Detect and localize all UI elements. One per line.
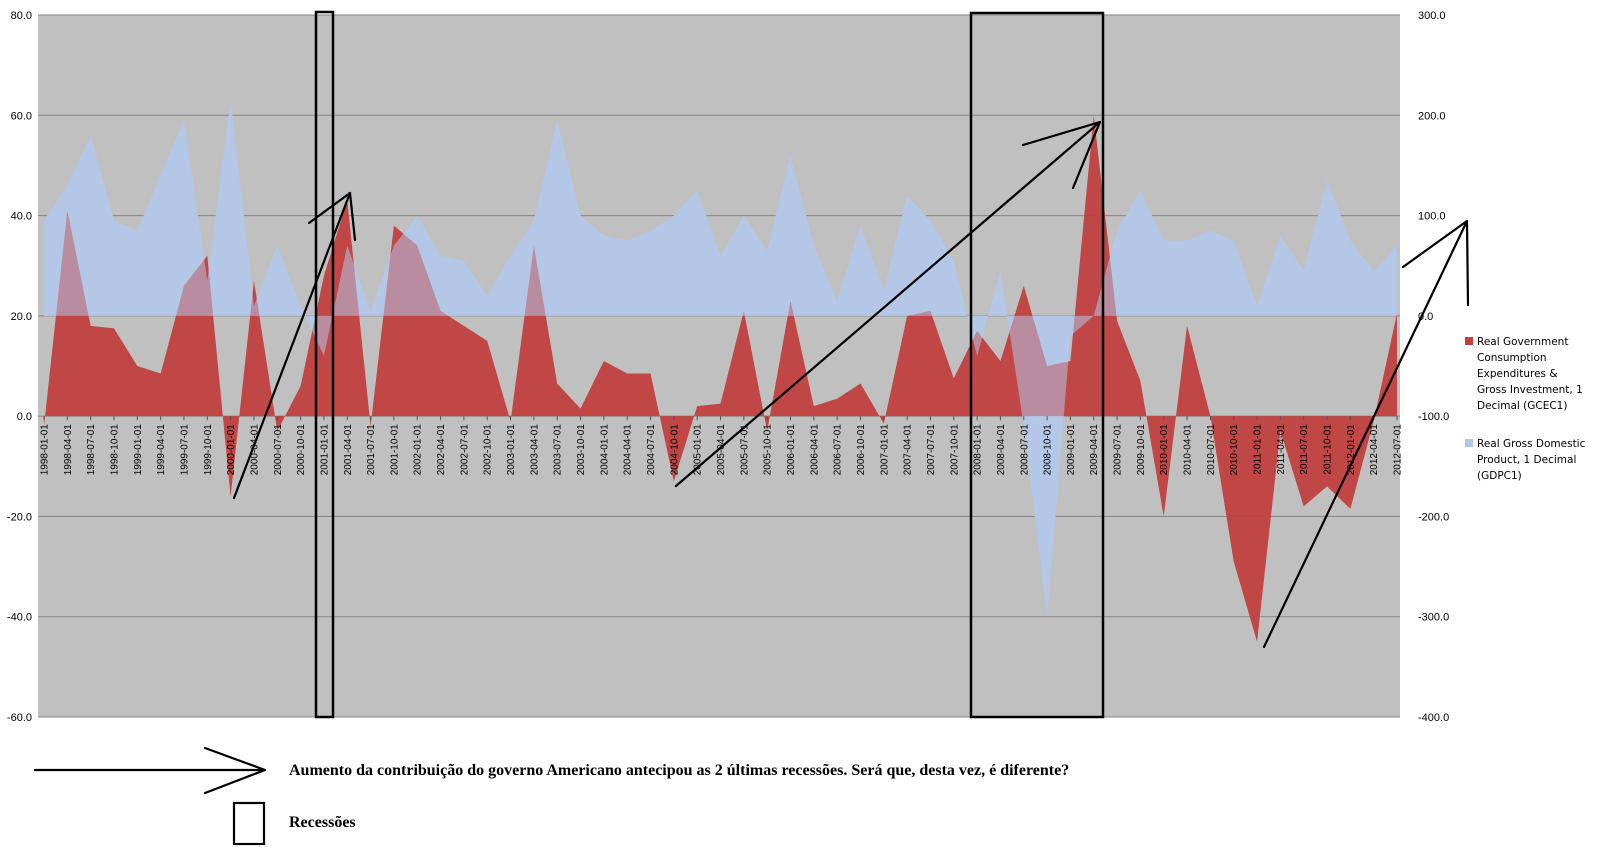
x-tick-label: 1999-04-01	[156, 424, 167, 476]
left-tick-label: -40.0	[7, 612, 32, 624]
right-tick-label: -200.0	[1418, 511, 1449, 523]
x-tick-label: 2012-04-01	[1369, 424, 1380, 476]
left-tick-label: 0.0	[17, 411, 32, 423]
left-tick-label: 20.0	[11, 311, 32, 323]
x-tick-label: 1998-04-01	[63, 424, 74, 476]
right-tick-label: 100.0	[1418, 211, 1446, 223]
x-tick-label: 2006-07-01	[833, 424, 844, 476]
legend: Real Government Consumption Expenditures &…	[1465, 336, 1586, 482]
x-tick-label: 2010-07-01	[1206, 424, 1217, 476]
x-tick-label: 2011-07-01	[1299, 424, 1310, 475]
gdp-area-overlay	[44, 100, 1397, 617]
x-tick-label: 1998-10-01	[109, 424, 120, 476]
right-tick-label: -300.0	[1418, 612, 1449, 624]
x-tick-label: 2001-01-01	[319, 424, 330, 476]
left-tick-label: 80.0	[11, 10, 32, 22]
gdp-area	[44, 100, 1397, 617]
bottom-legend: Aumento da contribuição do governo Ameri…	[33, 746, 1069, 846]
x-tick-label: 2004-04-01	[623, 424, 634, 476]
annotation-arrows	[232, 120, 1470, 649]
x-tick-label: 2006-04-01	[809, 424, 820, 476]
left-tick-label: 40.0	[11, 211, 32, 223]
gov-area-series	[44, 115, 1397, 642]
x-tick-label: 2002-10-01	[483, 424, 494, 476]
x-tick-label: 2011-01-01	[1253, 424, 1264, 475]
x-tick-label: 2009-04-01	[1089, 424, 1100, 476]
x-tick-label: 2009-01-01	[1066, 424, 1077, 476]
x-tick-label: 2002-01-01	[413, 424, 424, 476]
right-tick-label: 300.0	[1418, 10, 1446, 22]
legend-label-gov: Real Government Consumption Expenditures &…	[1477, 336, 1583, 412]
x-tick-label: 2006-10-01	[856, 424, 867, 476]
x-tick-label: 2012-01-01	[1346, 424, 1357, 476]
x-tick-label: 2004-01-01	[599, 424, 610, 476]
x-tick-label: 2010-10-01	[1229, 424, 1240, 476]
x-tick-label: 2005-07-01	[739, 424, 750, 476]
x-tick-label: 1999-01-01	[133, 424, 144, 476]
x-tick-label: 2005-01-01	[693, 424, 704, 476]
left-tick-label: -60.0	[7, 712, 32, 724]
x-tick-label: 1999-07-01	[179, 424, 190, 476]
right-axis: 300.0200.0100.00.0-100.0-200.0-300.0-400…	[1418, 10, 1449, 724]
x-tick-label: 2011-10-01	[1323, 424, 1334, 475]
left-axis: 80.0 60.0 40.0 20.0 0.0 -20.0 -40.0 -60.0	[7, 10, 32, 724]
x-tick-label: 2003-10-01	[576, 424, 587, 476]
recession-box-2001	[314, 10, 335, 719]
right-tick-label: -400.0	[1418, 712, 1449, 724]
x-tick-label: 2007-10-01	[949, 424, 960, 476]
x-tick-label: 2011-04-01	[1276, 424, 1287, 475]
recession-boxes	[314, 10, 1105, 719]
x-tick-label: 2008-07-01	[1019, 424, 1030, 476]
left-tick-label: 60.0	[11, 110, 32, 122]
x-axis: 1998-01-01 1998-04-01 1998-07-01 1998-10-01…	[40, 416, 1404, 475]
x-tick-label: 2002-07-01	[459, 424, 470, 476]
x-tick-label: 2003-01-01	[506, 424, 517, 476]
legend-swatch-gov	[1465, 337, 1473, 345]
x-tick-label: 2005-04-01	[716, 424, 727, 476]
x-tick-label: 2000-01-01	[226, 424, 237, 476]
right-tick-label: -100.0	[1418, 411, 1449, 423]
box-note-text: Recessões	[289, 814, 356, 831]
x-tick-label: 2001-04-01	[343, 424, 354, 476]
x-tick-label: 2005-10-01	[763, 424, 774, 476]
right-tick-label: 200.0	[1418, 110, 1446, 122]
x-tick-label: 2000-04-01	[249, 424, 260, 476]
x-tick-label: 2004-07-01	[646, 424, 657, 476]
legend-swatch-gdp	[1465, 439, 1473, 447]
recession-box-2008	[969, 11, 1105, 719]
x-tick-label: 2007-01-01	[879, 424, 890, 476]
x-tick-label: 1999-10-01	[203, 424, 214, 476]
box-icon	[232, 801, 266, 846]
x-tick-label: 2008-01-01	[973, 424, 984, 476]
x-tick-label: 2010-01-01	[1159, 424, 1170, 476]
x-tick-label: 2001-07-01	[366, 424, 377, 476]
x-tick-label: 2002-04-01	[436, 424, 447, 476]
x-tick-label: 2000-10-01	[296, 424, 307, 476]
x-tick-label: 2000-07-01	[273, 424, 284, 476]
x-tick-label: 2009-10-01	[1136, 424, 1147, 476]
x-tick-label: 2012-07-01	[1393, 424, 1404, 476]
x-tick-label: 2001-10-01	[389, 424, 400, 476]
x-tick-label: 2006-01-01	[786, 424, 797, 476]
gov-area	[44, 115, 1397, 642]
arrow-2012	[1262, 219, 1470, 649]
x-tick-label: 2009-07-01	[1113, 424, 1124, 476]
x-tick-label: 2008-04-01	[996, 424, 1007, 476]
x-tick-label: 1998-07-01	[86, 424, 97, 476]
x-tick-label: 2007-04-01	[903, 424, 914, 476]
x-tick-label: 2008-10-01	[1043, 424, 1054, 476]
x-tick-label: 2010-04-01	[1183, 424, 1194, 476]
legend-label-gdp: Real Gross Domestic Product, 1 Decimal (GD…	[1477, 438, 1586, 482]
x-tick-label: 2003-07-01	[553, 424, 564, 476]
left-tick-label: -20.0	[7, 511, 32, 523]
x-tick-label: 2007-07-01	[926, 424, 937, 476]
x-tick-label: 2004-10-01	[669, 424, 680, 476]
arrow-2001	[232, 191, 357, 500]
x-tick-label: 1998-01-01	[40, 424, 51, 476]
arrow-2008	[674, 120, 1102, 488]
long-arrow-icon	[33, 746, 267, 795]
x-tick-label: 2003-04-01	[529, 424, 540, 476]
arrow-note-text: Aumento da contribuição do governo Ameri…	[289, 762, 1069, 779]
